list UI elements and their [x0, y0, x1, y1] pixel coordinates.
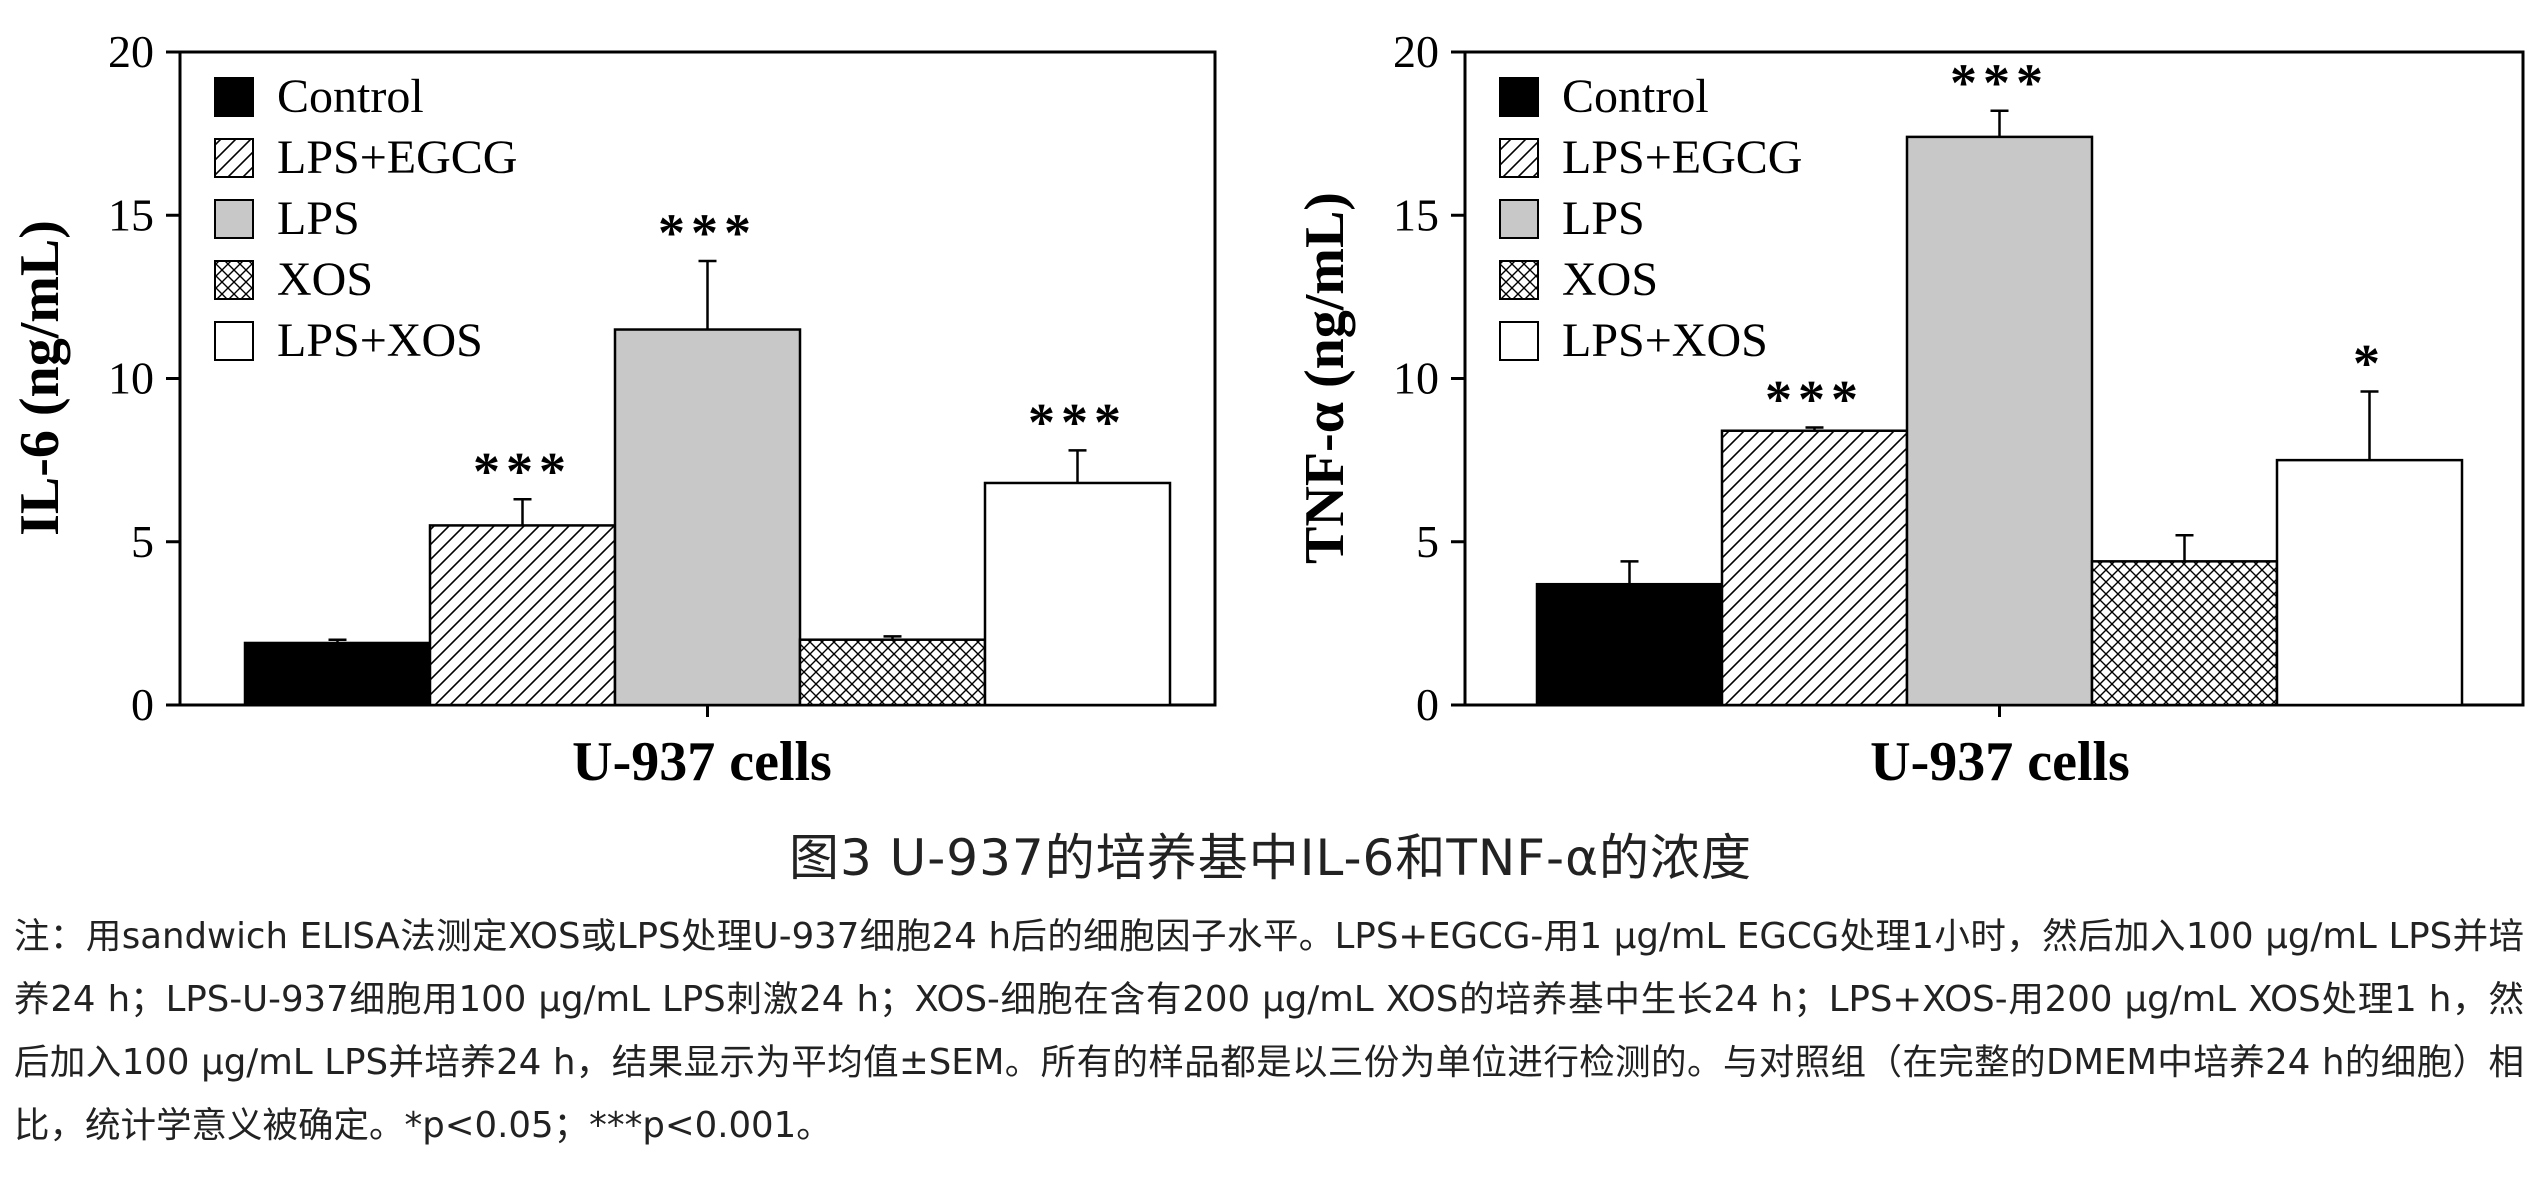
- significance-label: ***: [1028, 392, 1127, 452]
- legend-label: LPS: [1562, 192, 1645, 245]
- bar: [798, 638, 987, 707]
- x-axis-label: U-937 cells: [572, 731, 832, 793]
- bar: [1720, 429, 1909, 707]
- bar: [2275, 458, 2464, 707]
- significance-label: ***: [473, 441, 572, 501]
- y-tick-label: 0: [131, 679, 154, 730]
- figure-note: 注：用sandwich ELISA法测定XOS或LPS处理U-937细胞24 h…: [14, 916, 2524, 1146]
- bar: [1535, 582, 1724, 707]
- y-tick-label: 15: [1393, 189, 1439, 240]
- legend-label: LPS+EGCG: [277, 131, 517, 184]
- legend-label: LPS: [277, 192, 360, 245]
- bar: [983, 481, 1172, 707]
- y-axis: 0 5 10 15 20: [1393, 26, 2001, 730]
- legend-swatch: [1499, 77, 1539, 117]
- legend-label: LPS+XOS: [1562, 314, 1768, 367]
- y-axis: 0 5 10 15 20: [108, 26, 709, 730]
- legend: Control LPS+EGCG LPS XOS LPS+XOS: [214, 70, 517, 367]
- bars: *** *** ***: [243, 203, 1172, 707]
- legend-label: LPS+EGCG: [1562, 131, 1802, 184]
- significance-label: ***: [1950, 53, 2049, 113]
- y-tick-label: 20: [1393, 26, 1439, 77]
- legend-swatch: [214, 77, 254, 117]
- y-tick-label: 15: [108, 189, 154, 240]
- legend-label: LPS+XOS: [277, 314, 483, 367]
- y-axis-label: IL-6 (ng/mL): [9, 220, 71, 536]
- y-tick-label: 5: [131, 516, 154, 567]
- legend-swatch: [1499, 199, 1539, 239]
- legend-label: XOS: [1562, 253, 1658, 306]
- legend-swatch: [1499, 260, 1539, 300]
- legend-swatch: [214, 260, 254, 300]
- y-tick-label: 10: [1393, 353, 1439, 404]
- legend-swatch: [214, 199, 254, 239]
- chart-il6: 0 5 10 15 20 *** *** *** Control LPS+EGCG LPS XOS…: [9, 26, 1217, 793]
- bar: [613, 328, 802, 707]
- y-tick-label: 0: [1416, 679, 1439, 730]
- bar: [428, 524, 617, 707]
- legend-swatch: [214, 138, 254, 178]
- bar: [2090, 560, 2279, 707]
- y-tick-label: 5: [1416, 516, 1439, 567]
- legend: Control LPS+EGCG LPS XOS LPS+XOS: [1499, 70, 1802, 367]
- bar: [1905, 135, 2094, 707]
- legend-swatch: [1499, 138, 1539, 178]
- bar: [243, 641, 432, 707]
- legend-label: Control: [1562, 70, 1709, 123]
- y-tick-label: 10: [108, 353, 154, 404]
- significance-label: *: [2353, 334, 2386, 394]
- legend-label: XOS: [277, 253, 373, 306]
- figure-caption: 图3 U-937的培养基中IL-6和TNF-α的浓度: [788, 829, 1753, 887]
- y-tick-label: 20: [108, 26, 154, 77]
- bars: *******: [1535, 53, 2464, 707]
- legend-swatch: [214, 321, 254, 361]
- x-axis-label: U-937 cells: [1870, 731, 2130, 793]
- legend-swatch: [1499, 321, 1539, 361]
- significance-label: ***: [1765, 369, 1864, 429]
- significance-label: ***: [658, 203, 757, 263]
- y-axis-label: TNF-α (ng/mL): [1294, 192, 1356, 564]
- legend-label: Control: [277, 70, 424, 123]
- figure-charts: 0 5 10 15 20 *** *** *** Control LPS+EGCG LPS XOS…: [9, 26, 2525, 793]
